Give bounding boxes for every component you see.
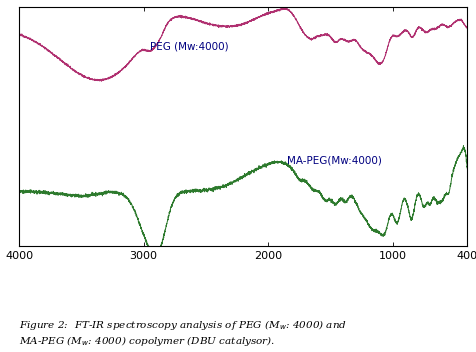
Text: Figure 2:  FT-IR spectroscopy analysis of PEG (M$_w$: 4000) and
MA-PEG (M$_w$: 4: Figure 2: FT-IR spectroscopy analysis of…: [19, 319, 347, 348]
Text: PEG (Mw:4000): PEG (Mw:4000): [149, 42, 228, 52]
Text: MA-PEG(Mw:4000): MA-PEG(Mw:4000): [286, 156, 381, 166]
